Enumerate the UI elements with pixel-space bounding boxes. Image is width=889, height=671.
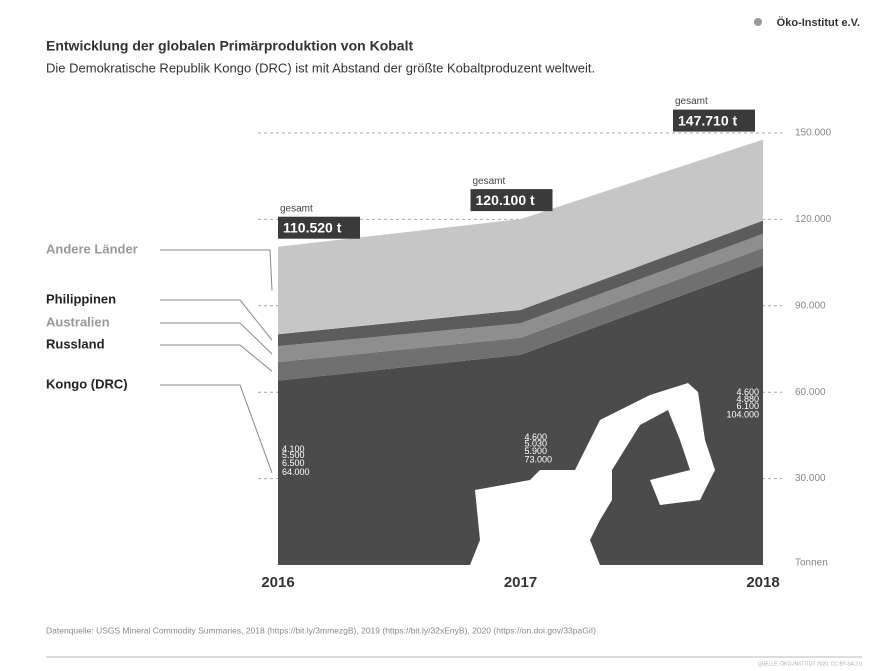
y-tick-label: 30.000 bbox=[795, 473, 826, 484]
legend-label: Andere Länder bbox=[46, 241, 138, 256]
value-label: 6.100 bbox=[736, 401, 759, 411]
value-label: 64.000 bbox=[282, 467, 310, 477]
brand-icon bbox=[754, 18, 762, 26]
value-label: 4.600 bbox=[736, 387, 759, 397]
y-tick-label: 90.000 bbox=[795, 300, 826, 311]
area bbox=[278, 220, 763, 347]
plot: 30.000 60.000 90.000 120.000 150.000 Tonnen 64… bbox=[46, 96, 832, 591]
value-label: 4.880 bbox=[736, 394, 759, 404]
leader-line bbox=[160, 344, 273, 372]
legend-label: Philippinen bbox=[46, 291, 116, 306]
area bbox=[278, 247, 763, 381]
total-label: 120.100 t bbox=[476, 192, 535, 208]
x-tick-label: 2017 bbox=[504, 574, 537, 591]
legend-label: Russland bbox=[46, 336, 105, 351]
value-label: 73.000 bbox=[525, 454, 553, 464]
value-label: 104.000 bbox=[726, 410, 759, 420]
leader-line bbox=[160, 384, 273, 474]
area bbox=[278, 265, 763, 565]
y-unit: Tonnen bbox=[795, 558, 828, 569]
value-label: 5.500 bbox=[282, 450, 305, 460]
y-tick-label: 60.000 bbox=[795, 387, 826, 398]
x-tick-label: 2018 bbox=[746, 574, 779, 591]
chart-title: Entwicklung der globalen Primärproduktio… bbox=[46, 38, 413, 54]
leader-line bbox=[160, 249, 273, 291]
value-label: 4.100 bbox=[282, 444, 305, 454]
total-caption: gesamt bbox=[473, 176, 506, 187]
brand: Öko-Institut e.V. bbox=[777, 16, 860, 29]
x-tick-label: 2016 bbox=[261, 574, 294, 591]
total-box bbox=[278, 216, 360, 239]
leader-line bbox=[160, 299, 273, 341]
value-label: 5.900 bbox=[525, 446, 548, 456]
excavator bbox=[470, 383, 715, 565]
area bbox=[278, 139, 763, 335]
y-tick-label: 150.000 bbox=[795, 128, 832, 139]
value-label: 6.500 bbox=[282, 458, 305, 468]
legend-label: Kongo (DRC) bbox=[46, 376, 128, 391]
source: Datenquelle: USGS Mineral Commodity Summ… bbox=[46, 625, 596, 635]
legend-label: Australien bbox=[46, 314, 110, 329]
y-tick-label: 120.000 bbox=[795, 214, 832, 225]
area bbox=[278, 233, 763, 362]
value-label: 5.030 bbox=[525, 439, 548, 449]
total-label: 147.710 t bbox=[678, 112, 737, 128]
total-label: 110.520 t bbox=[283, 219, 342, 235]
leader-line bbox=[160, 322, 273, 355]
credit: QUELLE: ÖKO-INSTITUT 2020, CC BY-SA 2.0 bbox=[758, 660, 862, 667]
value-label: 4.600 bbox=[525, 432, 548, 442]
total-box bbox=[673, 109, 755, 132]
total-box bbox=[470, 189, 553, 212]
chart-subtitle: Die Demokratische Republik Kongo (DRC) i… bbox=[46, 60, 595, 75]
total-caption: gesamt bbox=[280, 203, 313, 214]
total-caption: gesamt bbox=[675, 96, 708, 107]
